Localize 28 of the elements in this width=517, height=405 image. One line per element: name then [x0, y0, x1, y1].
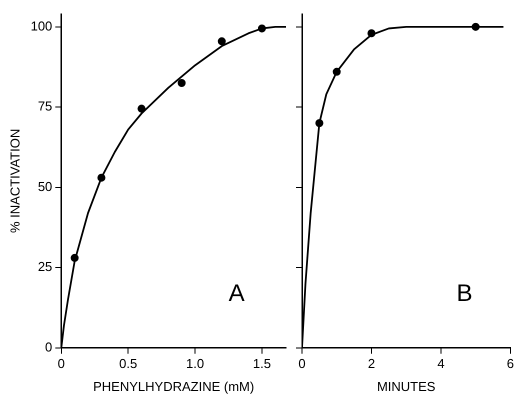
x-tick-label: 0.5: [119, 356, 138, 372]
x-tick-label: 0: [58, 356, 65, 372]
y-tick-label: 75: [38, 98, 52, 114]
y-tick-label: 0: [45, 339, 52, 354]
point: [70, 254, 79, 262]
x-tick-label: 1.5: [252, 356, 271, 372]
point: [367, 29, 376, 38]
x-tick-label: 6: [506, 356, 514, 372]
x-tick-label: 0: [298, 356, 306, 372]
x-axis-title: MINUTES: [376, 378, 436, 394]
point: [138, 104, 146, 113]
y-tick-label: 50: [38, 178, 52, 194]
point: [97, 174, 106, 182]
point: [315, 119, 324, 128]
point: [218, 37, 226, 46]
y-axis-title: % INACTIVATION: [7, 128, 22, 234]
x-tick-label: 1.0: [186, 356, 204, 372]
x-axis-title: PHENYLHYDRAZINE (mM): [93, 378, 254, 394]
y-tick-label: 100: [30, 18, 52, 34]
point: [258, 24, 266, 32]
x-tick-label: 2: [368, 356, 376, 372]
point: [332, 68, 341, 76]
y-tick-label: 25: [38, 259, 52, 274]
annotation: B: [456, 280, 473, 308]
annotation: A: [228, 280, 245, 308]
point: [472, 22, 480, 31]
point: [178, 79, 186, 88]
x-tick-label: 4: [437, 356, 445, 372]
